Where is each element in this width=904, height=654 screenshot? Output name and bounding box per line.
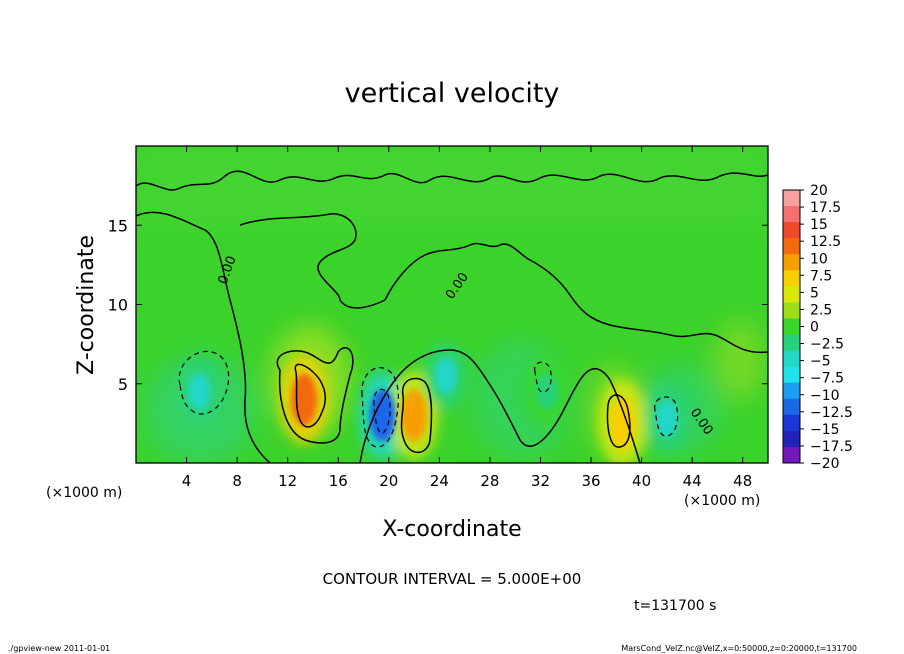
footer-left: ./gpview-new 2011-01-01	[8, 644, 110, 653]
zero-contour-left	[136, 211, 271, 463]
field-core	[401, 389, 428, 442]
colorbar-label: −20	[810, 456, 840, 472]
pos-5-contour-right	[400, 377, 433, 454]
colorbar-swatch	[783, 366, 800, 384]
colorbar-swatch	[783, 302, 800, 319]
field-core	[655, 400, 678, 437]
chart-title: vertical velocity	[345, 78, 560, 109]
zero-contour-cap	[239, 213, 386, 309]
field-core	[535, 373, 558, 410]
field-core	[434, 357, 457, 394]
colorbar-label: 12.5	[810, 234, 841, 250]
colorbar-label: −7.5	[810, 371, 844, 387]
colorbar-label: 7.5	[810, 268, 832, 284]
colorbar-label: −10	[810, 388, 840, 404]
colorbar-swatch	[783, 382, 800, 400]
neg-10-contour-center	[373, 388, 391, 434]
colorbar-label: 10	[810, 251, 828, 267]
colorbar-label: 15	[810, 217, 828, 233]
colorbar-swatch	[783, 254, 800, 271]
colorbar-swatch	[783, 334, 800, 352]
field-core	[188, 373, 211, 410]
colorbar-label: 5	[810, 285, 819, 301]
x-axis-label: X-coordinate	[382, 517, 521, 542]
colorbar-swatch	[783, 206, 800, 223]
colorbar-label: 2.5	[810, 302, 832, 318]
x-axis-ticks: 4 8 12 16 20 24 28 32 36 40 44 48	[182, 146, 752, 490]
contours	[136, 170, 768, 463]
colorbar-swatch	[783, 430, 800, 448]
negative-contours	[178, 350, 679, 448]
colorbar-swatch	[783, 286, 800, 303]
zero-contour-lower	[359, 349, 641, 463]
colorbar-label: 20	[810, 183, 828, 199]
field-core	[609, 397, 636, 450]
footer-right: MarsCond_VelZ.nc@VelZ,x=0:50000,z=0:2000…	[621, 644, 857, 653]
x-tick-label: 28	[480, 472, 499, 490]
colorbar-swatch	[783, 270, 800, 287]
y-tick-label: 10	[108, 296, 128, 315]
y-tick-label: 15	[108, 216, 128, 235]
x-tick-label: 32	[531, 472, 550, 490]
neg-5-contour-right	[654, 396, 679, 437]
pos-shade-far-right	[715, 320, 765, 400]
pos-5-contour-mid	[276, 346, 354, 444]
neg-5-contour-left	[178, 350, 230, 415]
contour-interval-label: CONTOUR INTERVAL = 5.000E+00	[323, 570, 582, 588]
x-tick-label: 16	[329, 472, 348, 490]
colorbar-label: −15	[810, 422, 840, 438]
y-tick-label: 5	[118, 375, 128, 394]
colorbar-label: 17.5	[810, 200, 841, 216]
x-tick-label: 40	[632, 472, 651, 490]
field-core	[369, 389, 396, 442]
x-tick-label: 8	[232, 472, 242, 490]
colorbar-label: −2.5	[810, 337, 844, 353]
x-tick-label: 24	[430, 472, 449, 490]
colorbar-swatch	[783, 318, 800, 336]
colorbar-swatch	[783, 414, 800, 432]
x-tick-label: 20	[379, 472, 398, 490]
x-tick-label: 48	[733, 472, 752, 490]
x-tick-label: 44	[683, 472, 702, 490]
pos-5-contour-far	[606, 394, 631, 448]
plot-area: 0.00 0.00 0.00 4 8 12 16 20 24 28 32 36 40 44 48 51…	[108, 145, 769, 490]
colorbar-swatch	[783, 238, 800, 255]
x-tick-label: 36	[581, 472, 600, 490]
zero-contour-center	[384, 242, 768, 354]
colorbar-label: −5	[810, 354, 831, 370]
x-tick-label: 4	[182, 472, 192, 490]
colorbar-label: 0	[810, 320, 819, 336]
colorbar-label: −17.5	[810, 439, 853, 455]
colorbar-swatch	[783, 222, 800, 239]
colorbar-swatch	[783, 190, 800, 207]
time-label: t=131700 s	[634, 598, 716, 614]
colorbar-swatch	[783, 446, 800, 464]
x-tick-label: 12	[278, 472, 297, 490]
upper-shade	[136, 146, 768, 226]
pos-10-contour-mid	[294, 363, 326, 428]
y-axis-ticks: 5 10 15	[108, 216, 768, 394]
colorbar-swatch	[783, 350, 800, 368]
y-axis-label: Z-coordinate	[74, 235, 99, 375]
zero-contour-upper	[136, 170, 768, 191]
x-unit-right: (×1000 m)	[684, 493, 760, 509]
colorbar-label: −12.5	[810, 405, 853, 421]
field-core	[291, 373, 318, 426]
x-unit-left: (×1000 m)	[46, 485, 122, 501]
colorbar-swatch	[783, 398, 800, 416]
neg-5-contour-mid	[533, 361, 552, 393]
